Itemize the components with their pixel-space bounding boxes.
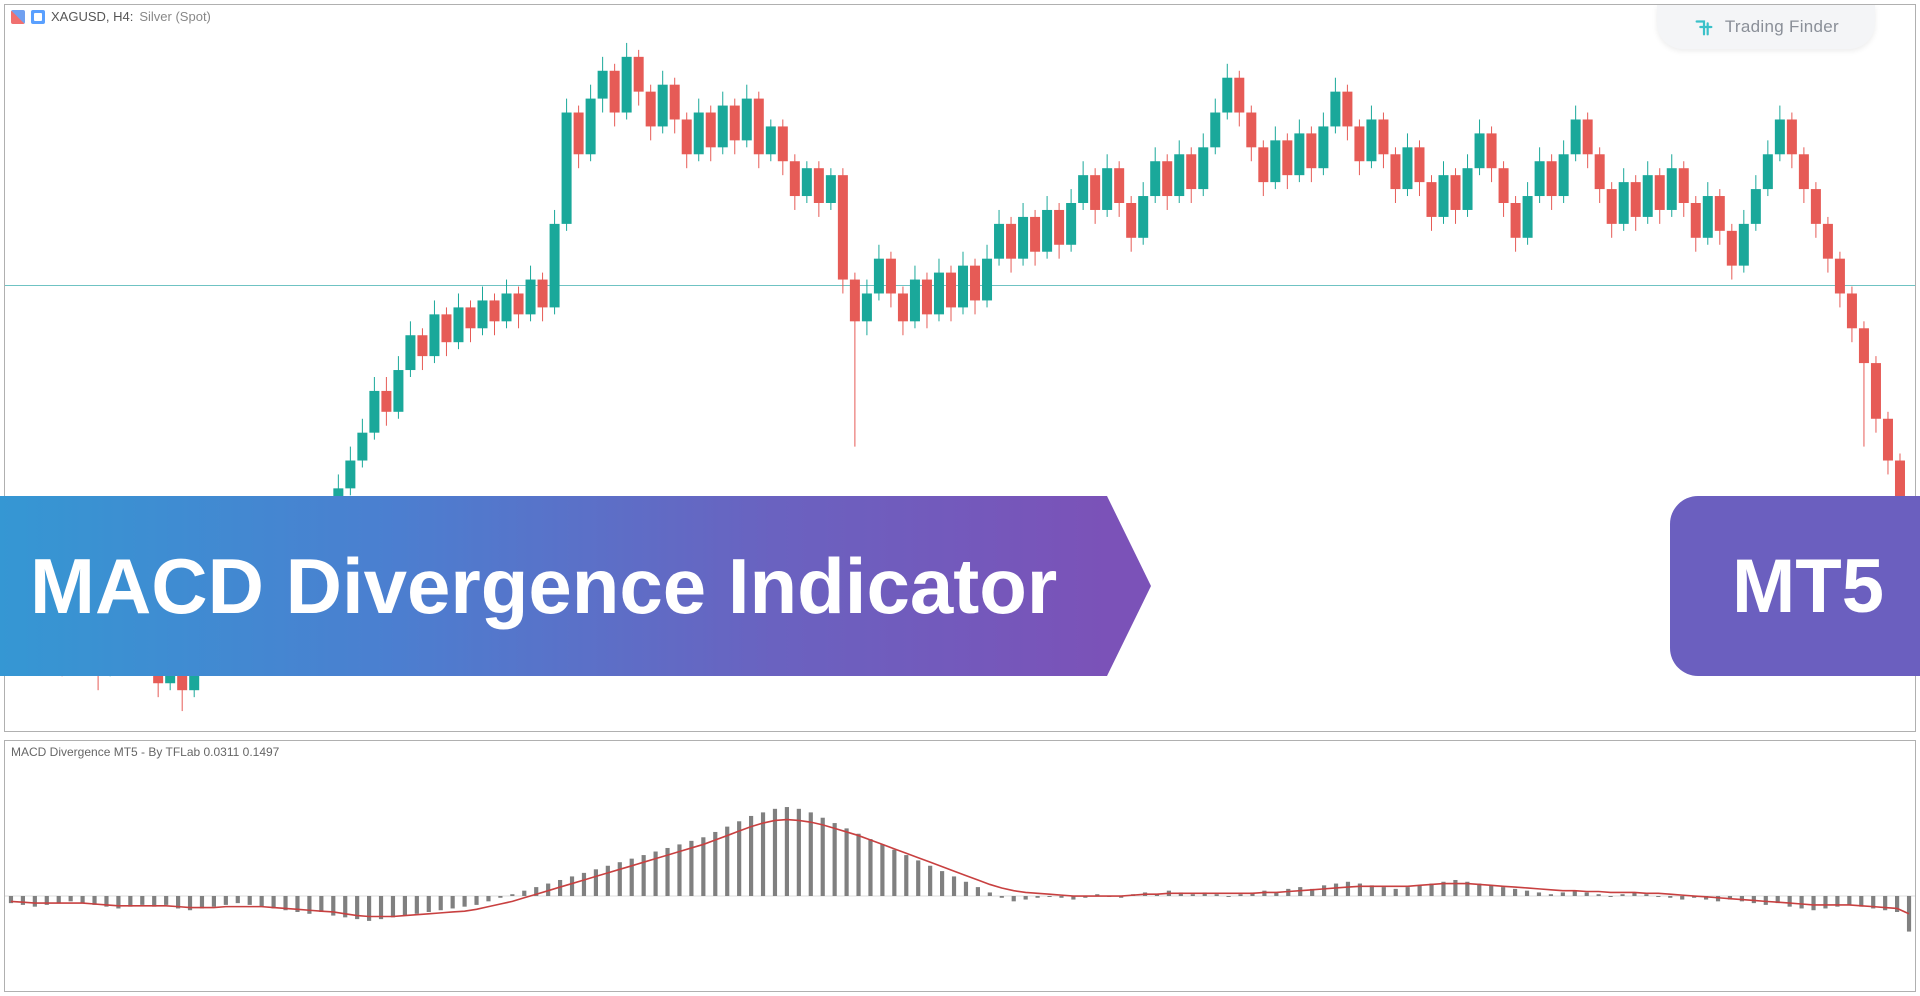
brand-label: Trading Finder — [1725, 17, 1839, 37]
title-banner-label: MACD Divergence Indicator — [0, 496, 1107, 676]
title-banner: MACD Divergence Indicator — [0, 496, 1107, 676]
platform-badge-label: MT5 — [1670, 496, 1920, 676]
macd-series — [5, 741, 1915, 991]
platform-badge: MT5 — [1670, 496, 1920, 676]
app-frame: XAGUSD, H4: Silver (Spot) Trading Finder… — [0, 0, 1920, 996]
macd-panel[interactable]: MACD Divergence MT5 - By TFLab 0.0311 0.… — [4, 740, 1916, 992]
brand-tab: Trading Finder — [1657, 5, 1875, 49]
brand-logo-icon — [1693, 16, 1715, 38]
